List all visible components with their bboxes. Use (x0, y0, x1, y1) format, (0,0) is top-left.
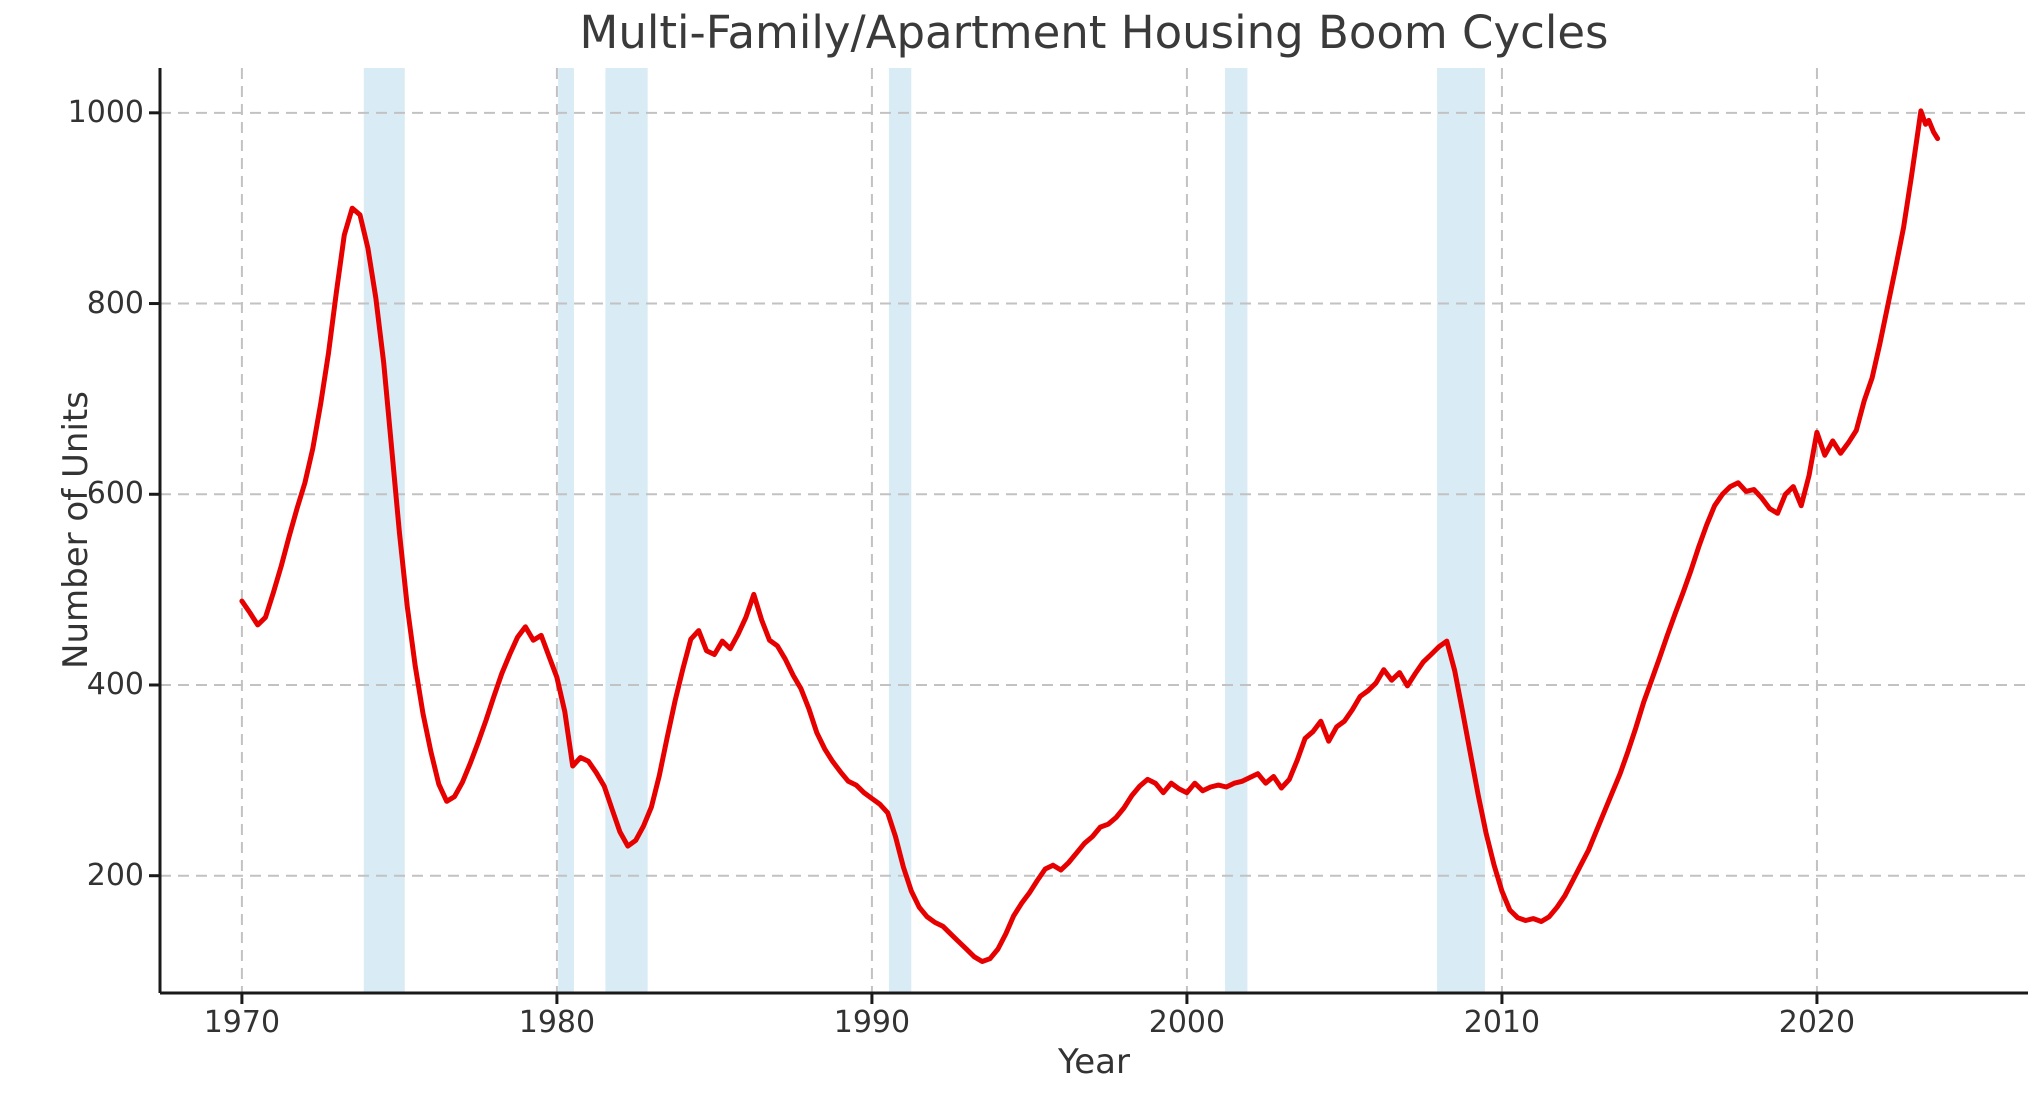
x-tick-label: 2020 (1778, 1005, 1856, 1040)
recession-band (1225, 68, 1248, 993)
y-tick-label: 1000 (67, 94, 144, 130)
x-tick-label: 2010 (1463, 1005, 1541, 1040)
x-axis-label: Year (1058, 1042, 1130, 1082)
y-axis-label: Number of Units (56, 391, 96, 669)
recession-band (1437, 68, 1485, 993)
x-tick-label: 1980 (518, 1005, 596, 1040)
recession-band (558, 68, 574, 993)
y-tick-label: 200 (86, 857, 144, 893)
x-tick-label: 1970 (203, 1005, 281, 1040)
recession-band (888, 68, 912, 993)
x-tick-label: 1990 (833, 1005, 911, 1040)
y-tick-label: 600 (86, 476, 144, 512)
chart-title: Multi-Family/Apartment Housing Boom Cycl… (579, 6, 1609, 59)
x-tick-label: 2000 (1148, 1005, 1226, 1040)
housing-units-line (239, 108, 1941, 964)
y-tick-label: 400 (86, 666, 144, 702)
y-tick-label: 800 (86, 285, 144, 321)
recession-band (605, 68, 648, 993)
